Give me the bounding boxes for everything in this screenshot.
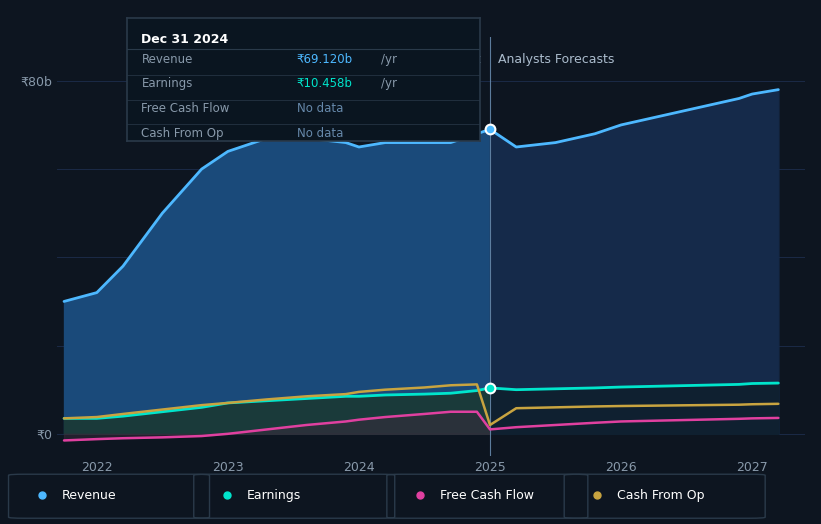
- Text: Earnings: Earnings: [246, 489, 300, 501]
- Text: No data: No data: [296, 102, 343, 115]
- Text: /yr: /yr: [382, 78, 397, 91]
- Text: ₹69.120b: ₹69.120b: [296, 53, 353, 66]
- Text: Analysts Forecasts: Analysts Forecasts: [498, 53, 614, 67]
- Text: Free Cash Flow: Free Cash Flow: [440, 489, 534, 501]
- Text: Past: Past: [456, 53, 482, 67]
- Text: ₹10.458b: ₹10.458b: [296, 78, 352, 91]
- Text: Cash From Op: Cash From Op: [141, 127, 224, 140]
- Text: Revenue: Revenue: [62, 489, 116, 501]
- Text: /yr: /yr: [382, 53, 397, 66]
- Text: Earnings: Earnings: [141, 78, 193, 91]
- Text: Dec 31 2024: Dec 31 2024: [141, 33, 228, 46]
- Text: Cash From Op: Cash From Op: [617, 489, 704, 501]
- Text: No data: No data: [296, 127, 343, 140]
- Text: Free Cash Flow: Free Cash Flow: [141, 102, 230, 115]
- Text: Revenue: Revenue: [141, 53, 193, 66]
